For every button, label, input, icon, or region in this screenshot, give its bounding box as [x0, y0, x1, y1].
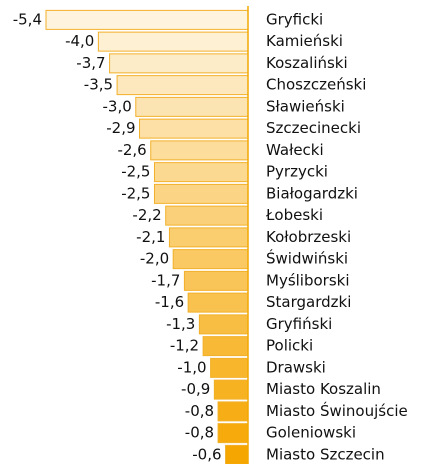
category-label: Białogardzki	[266, 184, 358, 202]
value-label: -0,9	[181, 380, 210, 398]
value-label: -1,7	[151, 271, 180, 289]
bar	[172, 249, 249, 270]
bar	[210, 357, 249, 378]
category-label: Łobeski	[265, 206, 323, 224]
value-label: -1,0	[177, 358, 206, 376]
bar	[150, 140, 249, 161]
category-label: Miasto Koszalin	[266, 380, 381, 398]
bar	[109, 53, 249, 74]
value-label: -3,0	[102, 97, 131, 115]
value-label: -0,8	[185, 402, 214, 420]
value-label: -2,2	[132, 206, 161, 224]
value-label: -2,6	[117, 141, 146, 159]
value-label: -2,5	[121, 184, 150, 202]
category-label: Szczecinecki	[266, 119, 361, 137]
value-label: -1,2	[170, 337, 199, 355]
value-label: -1,3	[166, 315, 195, 333]
bar	[217, 423, 249, 444]
category-label: Goleniowski	[266, 424, 356, 442]
category-label: Kamieński	[266, 32, 343, 50]
value-label: -4,0	[65, 32, 94, 50]
bar	[187, 292, 249, 313]
category-label: Myśliborski	[266, 271, 350, 289]
category-label: Stargardzki	[266, 293, 351, 311]
category-label: Pyrzycki	[266, 163, 328, 181]
value-label: -3,7	[76, 54, 105, 72]
value-label: -3,5	[84, 76, 113, 94]
category-label: Drawski	[266, 358, 326, 376]
category-label: Miasto Szczecin	[266, 445, 385, 463]
bar	[116, 75, 249, 96]
bar	[225, 444, 249, 464]
bar	[153, 183, 249, 204]
category-label: Sławieński	[266, 97, 345, 115]
bar	[165, 205, 249, 226]
category-label: Wałecki	[266, 141, 324, 159]
value-label: -0,8	[185, 424, 214, 442]
bar	[183, 270, 249, 291]
value-label: -5,4	[13, 10, 42, 28]
bar	[135, 96, 249, 117]
bar	[97, 31, 249, 52]
value-label: -0,6	[192, 445, 221, 463]
bar	[202, 336, 249, 357]
value-label: -2,9	[106, 119, 135, 137]
bar	[139, 118, 249, 139]
category-label: Choszczeński	[266, 76, 366, 94]
value-label: -1,6	[155, 293, 184, 311]
category-label: Miasto Świnoujście	[266, 401, 408, 420]
bar	[217, 401, 249, 422]
category-label: Policki	[266, 337, 313, 355]
category-label: Kołobrzeski	[266, 228, 351, 246]
value-label: -2,1	[136, 228, 165, 246]
bar	[213, 379, 249, 400]
category-label: Gryficki	[266, 10, 323, 28]
bar	[198, 314, 249, 335]
category-label: Gryfiński	[266, 315, 332, 333]
category-label: Koszaliński	[266, 54, 348, 72]
bar	[153, 162, 249, 183]
value-label: -2,0	[140, 250, 169, 268]
bar	[168, 227, 249, 248]
category-label: Świdwiński	[266, 249, 348, 268]
bar	[45, 9, 249, 30]
value-label: -2,5	[121, 163, 150, 181]
